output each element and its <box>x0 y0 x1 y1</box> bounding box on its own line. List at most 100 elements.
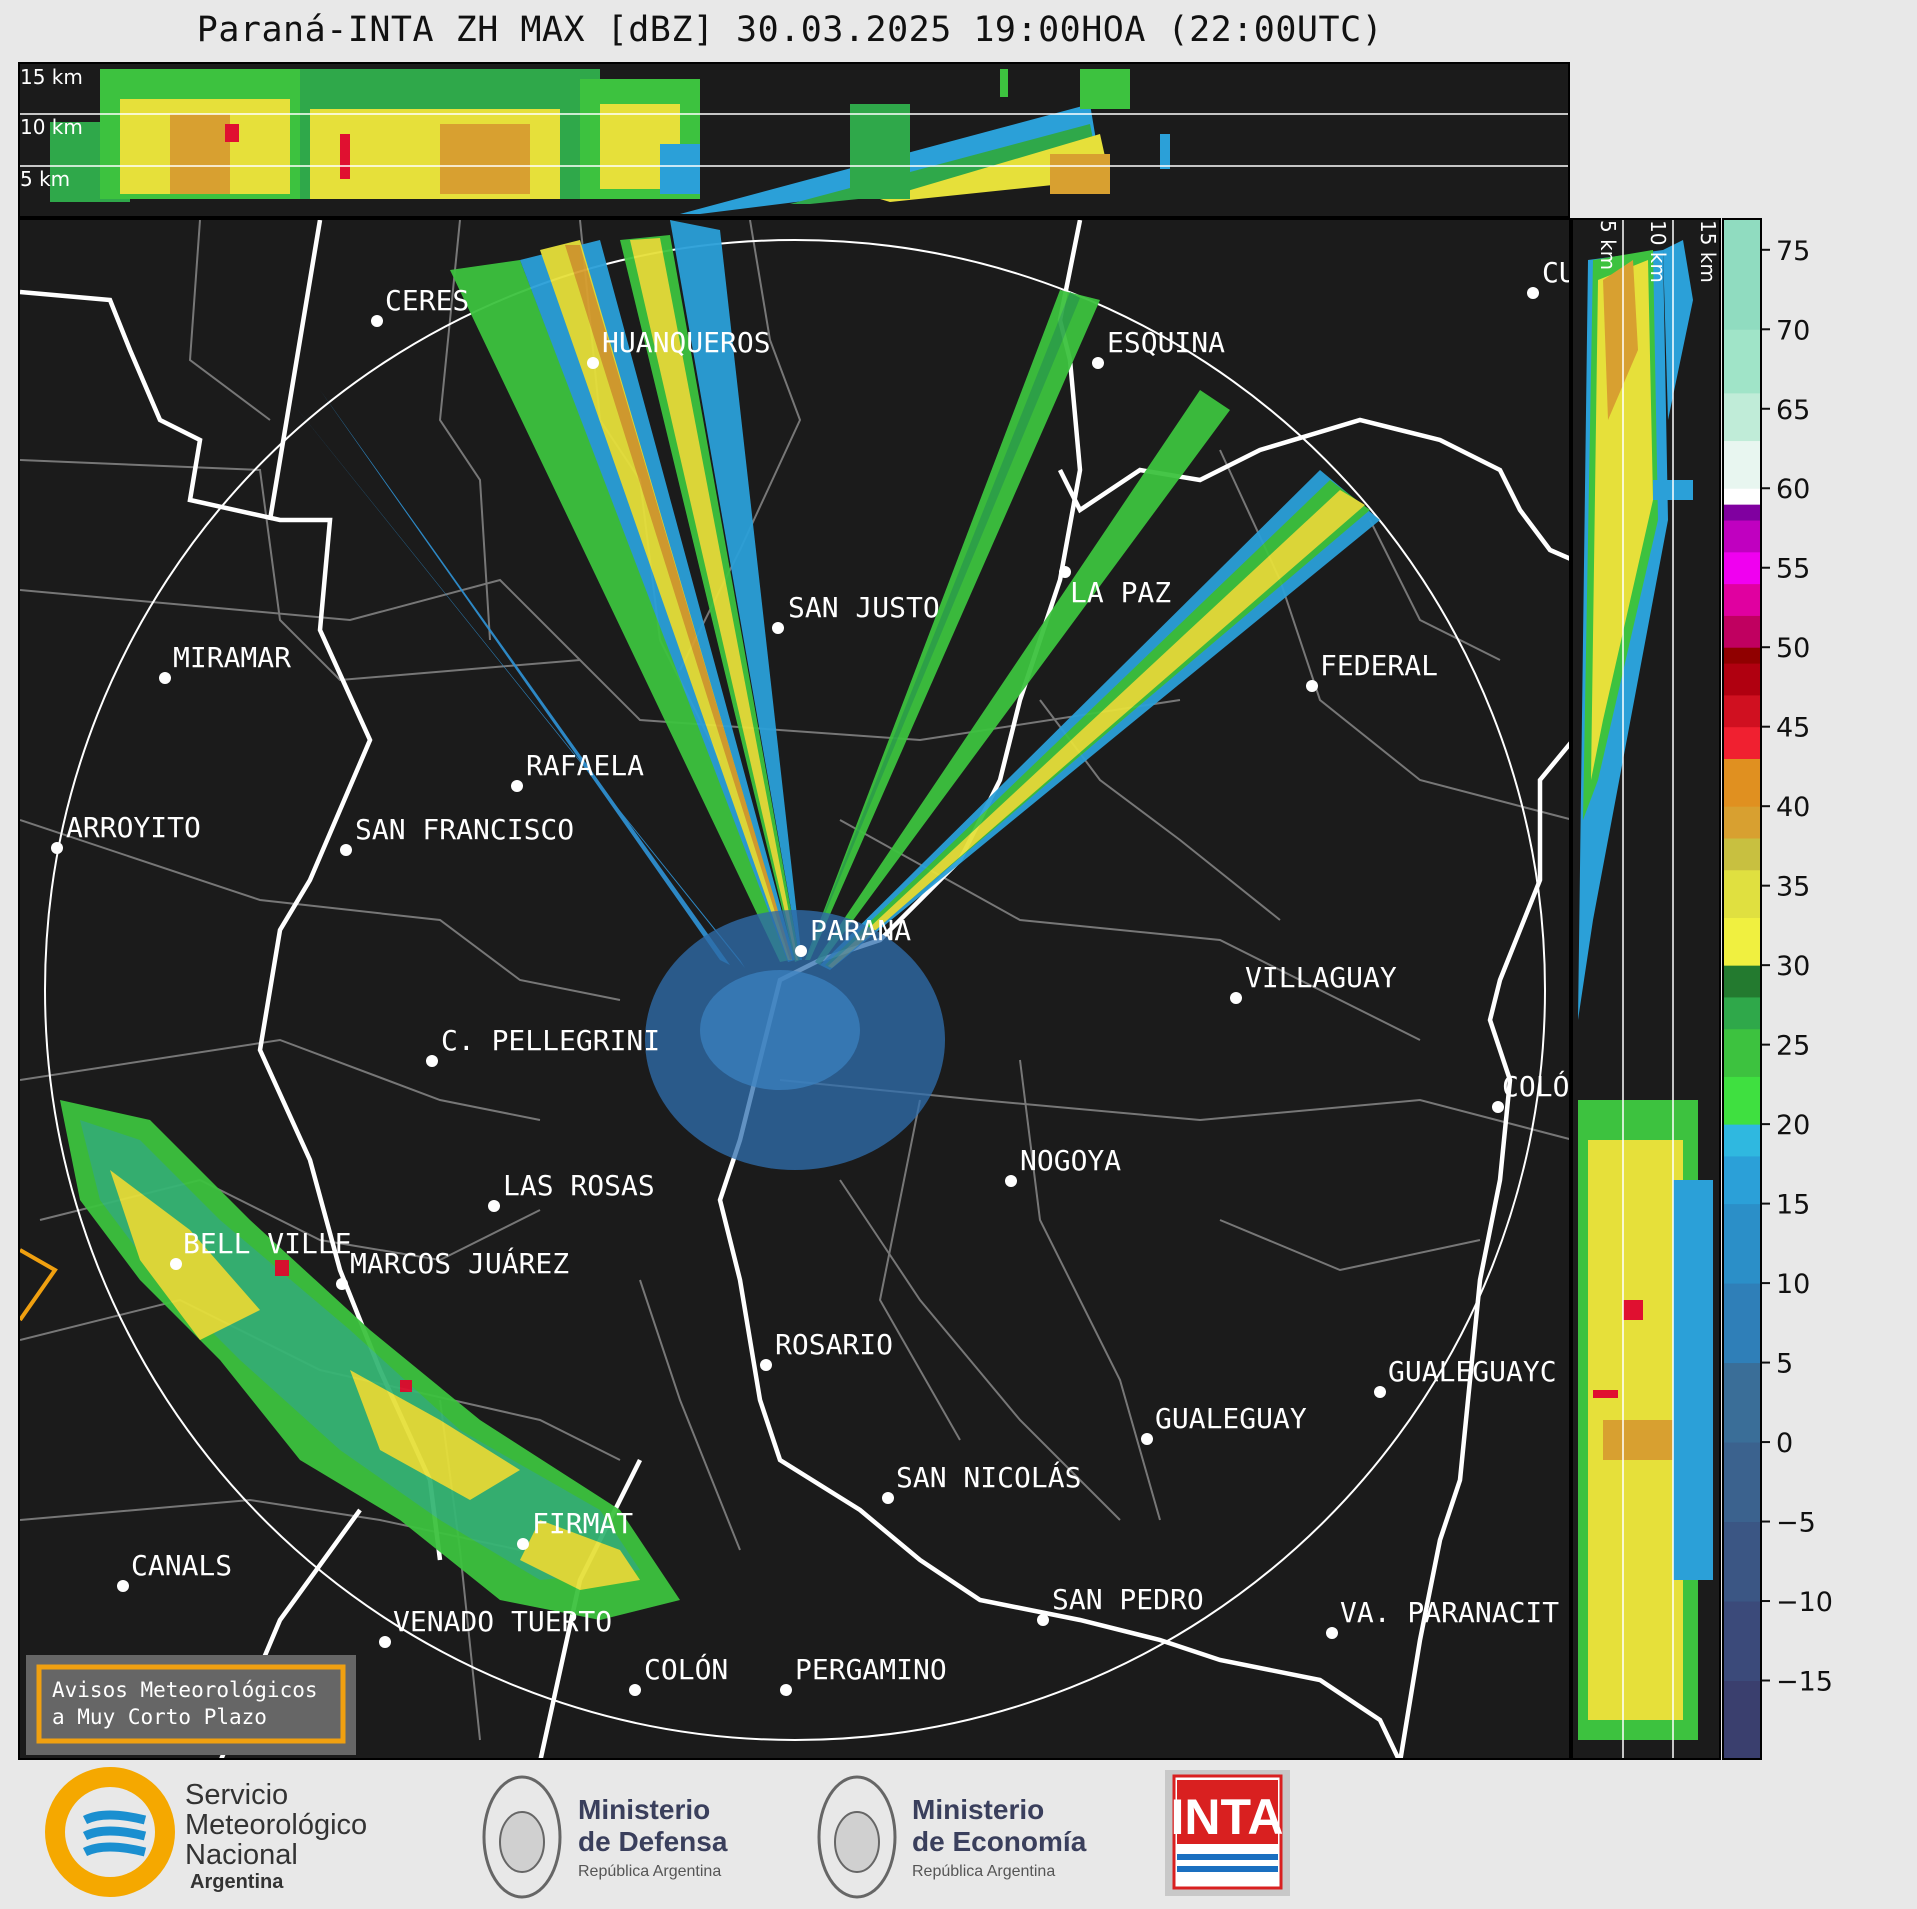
colorbar-tick-label: 20 <box>1776 1110 1810 1141</box>
colorbar-segment <box>1722 440 1762 489</box>
colorbar-segment <box>1722 758 1762 807</box>
colorbar-segment <box>1722 583 1762 616</box>
colorbar-tick-label: 40 <box>1776 792 1810 823</box>
colorbar-segment <box>1722 1283 1762 1364</box>
colorbar-segment <box>1722 965 1762 998</box>
colorbar-tick-label: 70 <box>1776 315 1810 346</box>
colorbar-tick-label: −15 <box>1776 1667 1833 1698</box>
city-label: SAN JUSTO <box>788 591 940 624</box>
city-label: GUALEGUAYC <box>1388 1355 1557 1388</box>
colorbar-tick-label: 50 <box>1776 633 1810 664</box>
colorbar-segment <box>1722 647 1762 664</box>
city-label: HUANQUEROS <box>602 326 771 359</box>
colorbar-segment <box>1722 1442 1762 1523</box>
colorbar-segment <box>1722 806 1762 839</box>
city-label: PERGAMINO <box>795 1653 947 1686</box>
colorbar-segment <box>1722 329 1762 394</box>
city-label: VA. PARANACIT <box>1340 1596 1559 1629</box>
city-label: C. PELLEGRINI <box>441 1024 660 1057</box>
height-label-10km-side: 10 km <box>1646 220 1670 283</box>
city-label: NOGOYA <box>1020 1144 1121 1177</box>
footer-logos: Servicio Meteorológico Nacional Argentin… <box>0 1762 1917 1909</box>
city-label: SAN PEDRO <box>1052 1583 1204 1616</box>
city-label: CU <box>1542 256 1571 289</box>
height-label-15km-side: 15 km <box>1696 220 1720 283</box>
top-cross-section-panel: 15 km 10 km 5 km <box>18 62 1570 218</box>
city-label: FEDERAL <box>1320 649 1438 682</box>
city-label: ROSARIO <box>775 1328 893 1361</box>
city-label: SAN NICOLÁS <box>896 1460 1081 1494</box>
map-title: Paraná-INTA ZH MAX [dBZ] 30.03.2025 19:0… <box>196 10 1384 50</box>
defensa-logo: Ministerio de Defensa República Argentin… <box>482 1775 728 1899</box>
colorbar-segment <box>1722 1124 1762 1157</box>
city-label: FIRMAT <box>532 1507 633 1540</box>
colorbar-segment <box>1722 694 1762 728</box>
warning-line-2: a Muy Corto Plazo <box>52 1705 267 1729</box>
colorbar-segment <box>1722 551 1762 585</box>
dbz-colorbar <box>1722 218 1762 1760</box>
colorbar-tick-label: 60 <box>1776 474 1810 505</box>
colorbar-segment <box>1722 520 1762 553</box>
smn-line-3: Nacional <box>185 1839 298 1871</box>
colorbar-tick-label: 25 <box>1776 1031 1810 1062</box>
colorbar-segment <box>1722 504 1762 521</box>
colorbar-segment <box>1722 996 1762 1030</box>
city-label: COLÓN <box>644 1652 728 1686</box>
colorbar-tick-label: 35 <box>1776 872 1810 903</box>
colorbar-tick-label: 65 <box>1776 395 1810 426</box>
colorbar-segment <box>1722 869 1762 918</box>
colorbar-segment <box>1722 663 1762 696</box>
height-label-15km: 15 km <box>20 65 83 89</box>
economia-line-2: de Economía <box>912 1826 1087 1857</box>
city-label: CERES <box>385 284 469 317</box>
city-label: CANALS <box>131 1549 232 1582</box>
city-label: COLÓ <box>1502 1069 1569 1103</box>
inta-logo: INTA <box>1165 1770 1290 1896</box>
economia-line-1: Ministerio <box>912 1794 1044 1825</box>
colorbar-tick-label: 45 <box>1776 713 1810 744</box>
city-label: VILLAGUAY <box>1245 961 1397 994</box>
inta-text: INTA <box>1171 1789 1284 1845</box>
colorbar-segment <box>1722 837 1762 871</box>
city-label: PARANÁ <box>810 913 911 947</box>
smn-logo: Servicio Meteorológico Nacional Argentin… <box>45 1767 367 1897</box>
colorbar-segment <box>1722 1155 1762 1205</box>
colorbar-tick-label: −10 <box>1776 1587 1833 1618</box>
height-label-10km: 10 km <box>20 115 83 139</box>
radar-range-ring <box>44 239 1546 1741</box>
economia-line-3: República Argentina <box>912 1863 1055 1880</box>
colorbar-tick-label: 0 <box>1776 1428 1793 1459</box>
colorbar-tick-label: 30 <box>1776 951 1810 982</box>
height-label-5km: 5 km <box>20 167 70 191</box>
side-cross-section-panel: 5 km 10 km 15 km <box>1571 218 1721 1760</box>
defensa-line-3: República Argentina <box>578 1863 721 1880</box>
city-markers: CERES HUANQUEROS ESQUINA CU LA PAZ SAN J… <box>51 256 1571 1696</box>
smn-line-4: Argentina <box>190 1871 284 1893</box>
dbz-colorbar-ticks: 75 70 65 60 55 50 45 40 35 30 25 20 15 10 5 0 −5 −10 −15 <box>1762 218 1872 1760</box>
warning-legend-box: Avisos Meteorológicos a Muy Corto Plazo <box>26 1655 356 1755</box>
colorbar-segment <box>1722 1601 1762 1682</box>
colorbar-segment <box>1722 488 1762 505</box>
colorbar-tick-label: 75 <box>1776 236 1810 267</box>
colorbar-segment <box>1722 917 1762 966</box>
colorbar-tick-label: 15 <box>1776 1190 1810 1221</box>
colorbar-tick-label: −5 <box>1776 1508 1816 1539</box>
colorbar-tick-label: 55 <box>1776 554 1810 585</box>
smn-line-1: Servicio <box>185 1779 288 1811</box>
city-label: GUALEGUAY <box>1155 1402 1307 1435</box>
radar-echoes <box>60 220 1380 1620</box>
colorbar-segment <box>1722 1680 1762 1760</box>
warning-polygon <box>20 1248 58 1322</box>
colorbar-tick-label: 5 <box>1776 1349 1793 1380</box>
defensa-line-2: de Defensa <box>578 1826 728 1857</box>
height-label-5km-side: 5 km <box>1596 220 1620 270</box>
colorbar-segment <box>1722 1203 1762 1284</box>
city-label: RAFAELA <box>526 749 644 782</box>
colorbar-tick-label: 10 <box>1776 1269 1810 1300</box>
top-echo-profile <box>50 69 1170 214</box>
city-label: ARROYITO <box>66 811 201 844</box>
city-label: LAS ROSAS <box>503 1169 655 1202</box>
city-label: MARCOS JUÁREZ <box>350 1246 569 1280</box>
colorbar-segment <box>1722 615 1762 648</box>
colorbar-segment <box>1722 726 1762 759</box>
